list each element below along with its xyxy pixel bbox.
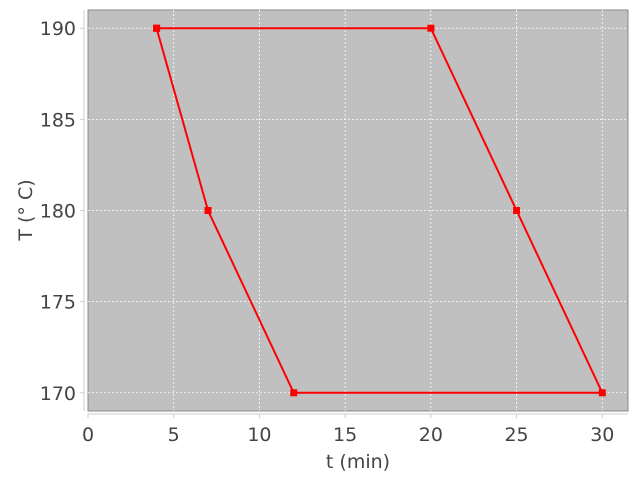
x-tick-label: 20 — [419, 424, 443, 446]
y-tick-label: 175 — [40, 292, 76, 314]
x-axis-label: t (min) — [326, 451, 390, 473]
y-tick-label: 190 — [40, 18, 76, 40]
x-ticks: 0 5 10 15 20 25 30 — [82, 414, 614, 446]
y-tick-label: 180 — [40, 201, 76, 223]
data-point — [290, 389, 298, 397]
y-ticks: 170 175 180 185 190 — [40, 18, 84, 405]
x-tick-label: 30 — [590, 424, 614, 446]
x-tick-label: 25 — [504, 424, 528, 446]
x-tick-label: 15 — [333, 424, 357, 446]
y-axis-label: T (° C) — [15, 179, 37, 241]
data-point — [204, 207, 212, 214]
y-tick-label: 185 — [40, 109, 76, 131]
data-point — [513, 207, 521, 214]
series — [153, 24, 606, 397]
x-tick-label: 5 — [168, 424, 180, 446]
y-tick-label: 170 — [40, 383, 76, 405]
x-tick-label: 10 — [247, 424, 271, 446]
x-tick-label: 0 — [82, 424, 94, 446]
data-point — [153, 24, 161, 32]
data-point — [427, 24, 435, 32]
data-point — [598, 389, 606, 397]
